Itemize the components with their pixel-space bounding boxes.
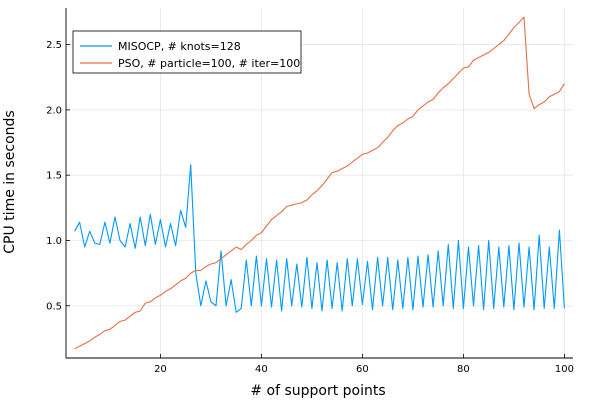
y-tick-label: 2.5	[46, 40, 62, 51]
ticks: 20 40 60 80 100 0.5 1.0 1.5 2.0 2.5	[46, 40, 574, 375]
x-axis-title: # of support points	[250, 383, 385, 399]
pso-series-line	[74, 16, 565, 350]
x-tick-label: 40	[255, 364, 268, 375]
legend: MISOCP, # knots=128 PSO, # particle=100,…	[72, 30, 302, 74]
legend-label-misocp: MISOCP, # knots=128	[118, 40, 241, 53]
y-axis-title: CPU time in seconds	[2, 110, 18, 253]
series-group	[74, 16, 565, 350]
x-tick-label: 20	[154, 364, 167, 375]
x-tick-label: 60	[356, 364, 369, 375]
y-tick-label: 1.0	[46, 236, 62, 247]
legend-label-pso: PSO, # particle=100, # iter=100	[118, 57, 300, 70]
axes	[65, 8, 573, 359]
y-tick-label: 0.5	[46, 301, 62, 312]
y-tick-label: 2.0	[46, 105, 62, 116]
x-tick-label: 100	[555, 364, 574, 375]
x-tick-label: 80	[457, 364, 470, 375]
y-tick-label: 1.5	[46, 171, 62, 182]
misocp-series-line	[74, 164, 565, 313]
legend-box	[72, 30, 302, 74]
